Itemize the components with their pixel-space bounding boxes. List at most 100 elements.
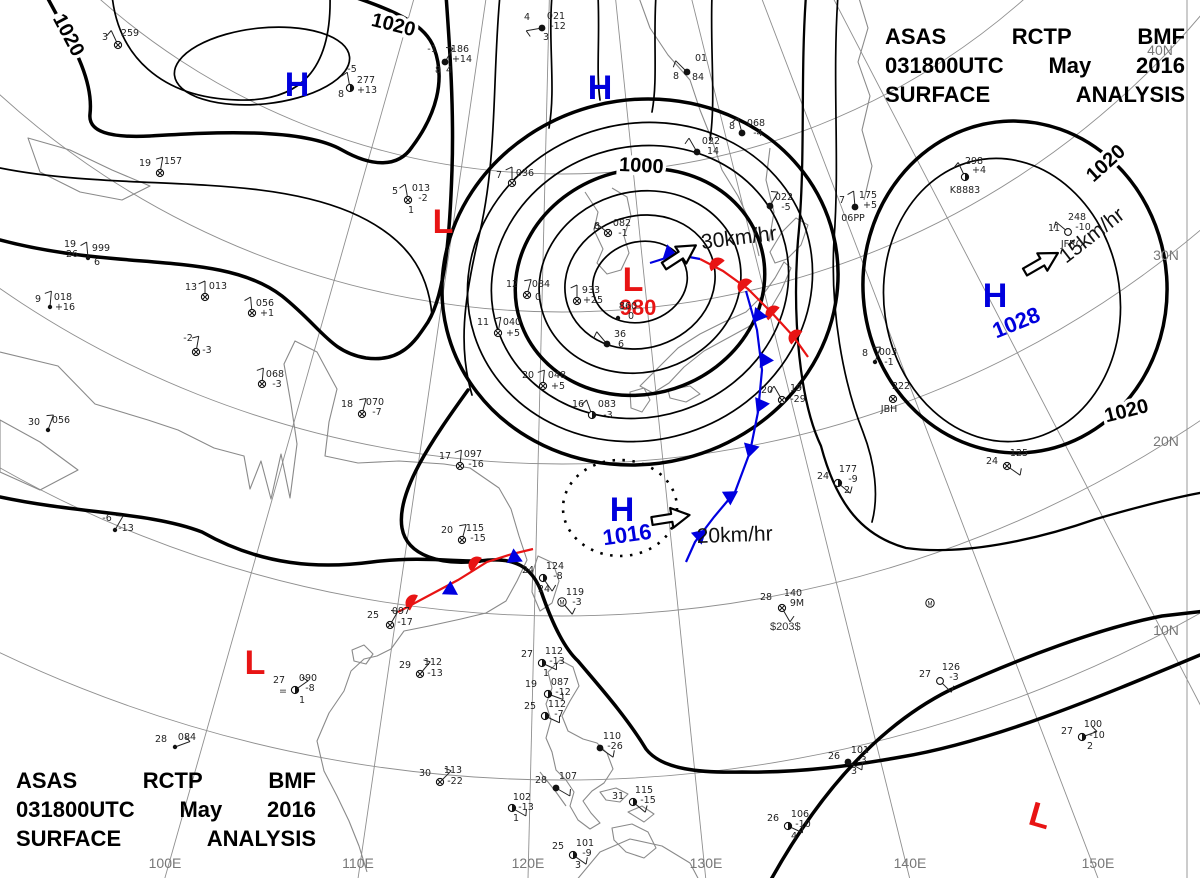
- wind-barb-feather: [155, 156, 163, 160]
- station-symbol-overcast: [844, 758, 852, 766]
- wind-barb-feather: [256, 367, 264, 371]
- station-plot: 28 107: [535, 771, 577, 797]
- station-plot: 24 124-824: [522, 561, 564, 595]
- station-value: -9: [582, 848, 591, 859]
- station-value: 4: [446, 65, 452, 76]
- station-value: 19: [139, 158, 151, 169]
- station-plot: 068-4 8: [729, 117, 765, 139]
- station-value: 7: [839, 195, 845, 206]
- station-symbol-x: [193, 349, 199, 355]
- primorye-coastline: [639, 0, 760, 257]
- station-value: 999: [92, 243, 110, 254]
- cold-front-symbol: [755, 397, 770, 414]
- wind-barb-feather: [444, 767, 452, 772]
- station-plot: 3 259: [102, 28, 139, 50]
- station-value: 11: [477, 317, 489, 328]
- station-symbol-dot: [615, 315, 621, 321]
- dotted-high-circle: [561, 458, 679, 558]
- station-value: 30: [419, 768, 431, 779]
- ship-label: $203$: [770, 621, 801, 633]
- station-value: 9: [35, 294, 41, 305]
- wind-barb-feather: [1091, 726, 1098, 732]
- station-value: 8: [862, 348, 868, 359]
- station-plot: 18 070-7: [341, 397, 384, 419]
- station-symbol-x: [157, 170, 163, 176]
- station-value: -10: [1075, 222, 1091, 233]
- isobar-label: 1020: [48, 10, 88, 60]
- station-value: -3: [572, 597, 581, 608]
- station-plot: 25 112-7: [524, 699, 566, 724]
- station-value: -6: [102, 513, 111, 524]
- station-value: -7: [554, 709, 563, 720]
- station-value: 003: [879, 347, 897, 358]
- station-symbol-half-fill: [545, 712, 549, 720]
- station-symbol-overcast: [596, 744, 604, 752]
- station-plot: 7 036: [496, 166, 534, 188]
- station-value: 022: [702, 136, 720, 147]
- station-symbol-overcast: [538, 24, 546, 32]
- longitude-line: [615, 0, 707, 878]
- station-plot: 115-15 31: [612, 785, 656, 813]
- wind-barb-feather: [861, 762, 863, 771]
- station-value: 1: [513, 813, 519, 824]
- isobar-1024-high: [882, 157, 1122, 443]
- station-value: 27: [1061, 726, 1073, 737]
- high-pressure-symbol: H: [983, 277, 1008, 315]
- station-value: 8: [338, 89, 344, 100]
- station-value: 11: [1048, 223, 1060, 234]
- title-line: 031800UTC May 2016: [16, 795, 316, 824]
- latitude-label: 40N: [1147, 42, 1173, 58]
- station-value: K8883: [950, 185, 980, 196]
- station-value: 022: [775, 192, 793, 203]
- station-plot: 19 087-12: [525, 677, 571, 700]
- station-value: 28: [535, 775, 547, 786]
- station-plot: 933+25: [570, 284, 603, 306]
- station-value: 16: [572, 399, 584, 410]
- station-symbol-dot: [45, 427, 51, 433]
- station-value: -15: [640, 795, 656, 806]
- station-value: 013: [209, 281, 227, 292]
- station-plot: 28 084: [155, 732, 196, 750]
- longitude-label: 120E: [512, 855, 545, 871]
- title-word: RCTP: [142, 768, 203, 793]
- station-symbol-half-fill: [592, 411, 596, 419]
- wind-barb-feather: [769, 385, 775, 393]
- wind-barb-feather: [399, 183, 406, 189]
- station-symbol-x: [779, 397, 785, 403]
- wind-barb-feather: [684, 137, 690, 145]
- station-value: -2: [183, 333, 192, 344]
- station-value: 4: [791, 831, 797, 842]
- station-plot: 16 083-3: [572, 399, 616, 421]
- wind-barb-feather: [1019, 468, 1022, 476]
- station-value: -8: [305, 683, 314, 694]
- station-symbol-dot: [172, 744, 178, 750]
- station-value: -1: [427, 44, 436, 55]
- station-value: +1: [260, 308, 274, 319]
- wind-barb-feather: [445, 47, 454, 49]
- wind-barb-feather: [525, 30, 531, 37]
- station-symbol-x: [540, 383, 546, 389]
- station-value: 8: [594, 221, 600, 232]
- station-value: 126: [942, 662, 960, 673]
- low-pressure-symbol: L: [433, 203, 454, 241]
- station-symbol-half-fill: [633, 798, 637, 806]
- wind-barb-feather: [244, 296, 251, 301]
- warm-front-symbol: [405, 594, 418, 611]
- station-plot: 13 013: [185, 280, 227, 302]
- station-value: 259: [121, 28, 139, 39]
- wind-barb-feather: [80, 241, 87, 246]
- station-value: 14: [707, 146, 719, 157]
- station-symbol-x: [387, 622, 393, 628]
- wind-barb-feather: [301, 676, 309, 682]
- wind-barb-feather: [593, 222, 597, 230]
- station-symbol-clear: [936, 677, 944, 685]
- station-value: 124: [546, 561, 564, 572]
- station-value: 097: [392, 606, 410, 617]
- station-value: -3: [857, 755, 866, 766]
- station-plot: 20 115-15: [441, 523, 486, 545]
- station-value: 115: [466, 523, 484, 534]
